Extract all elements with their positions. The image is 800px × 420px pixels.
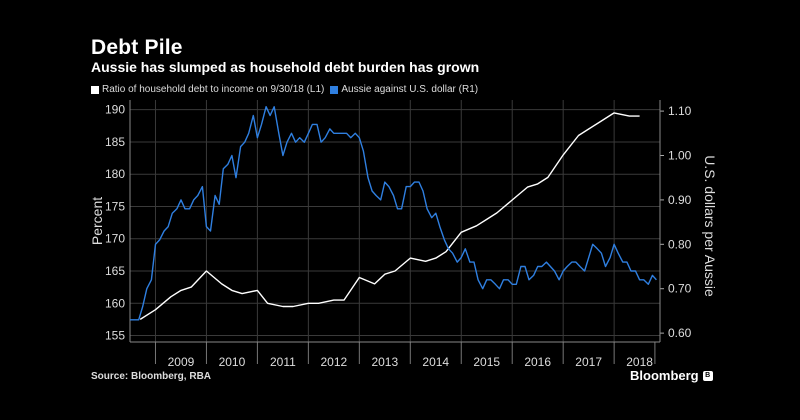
y-left-tick-label: 155: [105, 329, 125, 343]
y-left-axis-title: Percent: [89, 197, 105, 245]
legend-item-debt-ratio: Ratio of household debt to income on 9/3…: [91, 84, 324, 95]
x-tick-label: 2017: [575, 355, 602, 369]
brand-badge-icon: B: [702, 370, 713, 381]
y-left-tick-label: 190: [105, 103, 125, 117]
series-line-debt-ratio: [139, 112, 640, 320]
y-right-tick-label: 1.00: [668, 149, 692, 163]
series-line-aussie: [130, 105, 657, 321]
legend-label-debt-ratio: Ratio of household debt to income on 9/3…: [102, 84, 325, 95]
x-tick-label: 2015: [473, 355, 500, 369]
y-left-tick-label: 185: [105, 135, 125, 149]
x-tick-label: 2012: [320, 355, 347, 369]
x-tick-label: 2014: [422, 355, 449, 369]
y-left-tick-label: 165: [105, 264, 125, 278]
bloomberg-logo: Bloomberg B: [630, 368, 713, 383]
legend-swatch-debt-ratio: [91, 85, 99, 94]
y-left-tick-label: 170: [105, 232, 125, 246]
y-right-tick-label: 0.90: [668, 193, 692, 207]
x-tick-label: 2013: [371, 355, 398, 369]
brand-text: Bloomberg: [630, 368, 699, 383]
legend-label-aussie: Aussie against U.S. dollar (R1): [341, 84, 479, 95]
y-right-tick-label: 1.10: [668, 104, 692, 118]
y-left-tick-label: 180: [105, 167, 125, 181]
y-left-tick-label: 175: [105, 199, 125, 213]
legend: Ratio of household debt to income on 9/3…: [91, 84, 484, 95]
x-tick-label: 2018: [626, 355, 653, 369]
x-tick-label: 2016: [524, 355, 551, 369]
x-tick-label: 2011: [270, 355, 296, 369]
x-tick-label: 2010: [219, 355, 246, 369]
legend-swatch-aussie: [330, 85, 339, 94]
x-tick-label: 2009: [168, 355, 195, 369]
source-note: Source: Bloomberg, RBA: [91, 371, 212, 382]
chart-title: Debt Pile: [91, 36, 183, 59]
y-right-axis-title: U.S. dollars per Aussie: [702, 155, 718, 297]
y-right-tick-label: 0.70: [668, 282, 692, 296]
y-right-tick-label: 0.60: [668, 326, 692, 340]
legend-item-aussie: Aussie against U.S. dollar (R1): [330, 84, 478, 95]
y-left-tick-label: 160: [105, 296, 125, 310]
y-right-tick-label: 0.80: [668, 237, 692, 251]
chart-subtitle: Aussie has slumped as household debt bur…: [91, 59, 480, 75]
